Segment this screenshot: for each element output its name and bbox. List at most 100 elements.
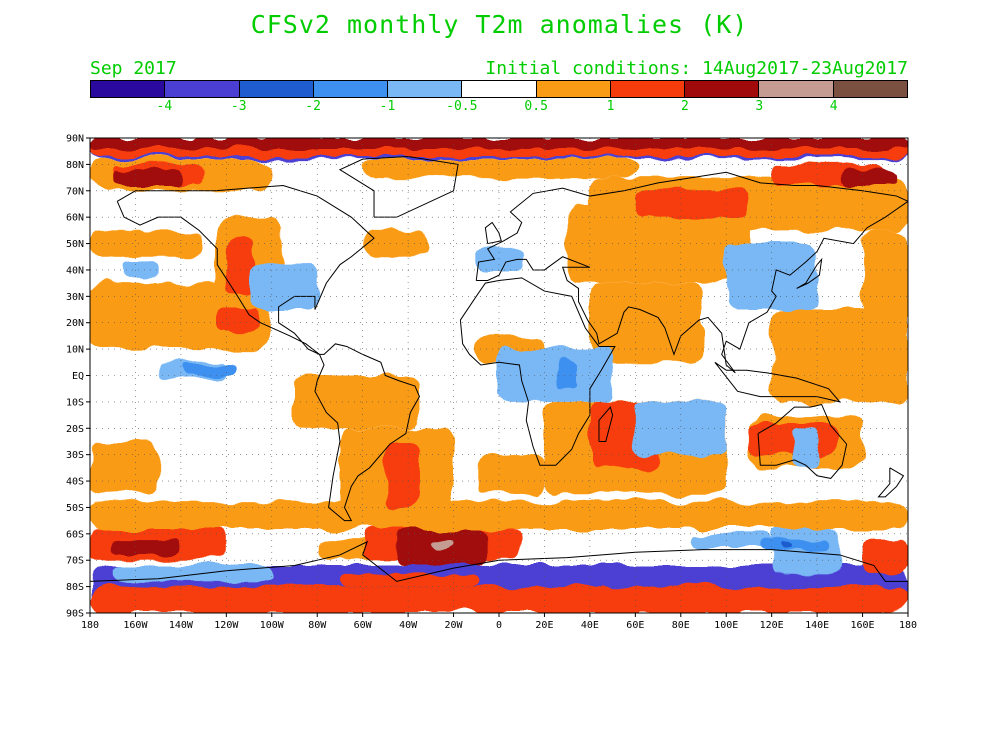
axis-ticks: 90N 80N 70N 60N 50N 40N 30N 20N 10N EQ 10S 20S 30S 40… xyxy=(66,134,917,632)
anomaly-region xyxy=(226,238,254,297)
anomaly-region xyxy=(112,169,181,186)
lon-tick-label: 40E xyxy=(581,620,599,631)
anomaly-region xyxy=(783,541,795,548)
color-legend-label: -2 xyxy=(305,99,321,114)
color-legend-swatch xyxy=(685,81,760,97)
lon-tick-label: 100W xyxy=(260,620,285,631)
lon-tick-label: 40W xyxy=(399,620,418,631)
color-legend-swatch xyxy=(313,81,389,97)
anomaly-region xyxy=(112,565,272,582)
lat-tick-label: 10N xyxy=(66,345,84,356)
anomaly-region xyxy=(294,375,420,429)
lat-tick-label: 60S xyxy=(66,529,84,540)
coastline xyxy=(459,277,616,466)
color-legend-label: 1 xyxy=(606,99,615,114)
lon-tick-label: 120E xyxy=(760,620,784,631)
lat-tick-label: 80N xyxy=(66,160,84,171)
color-legend-swatch xyxy=(165,81,240,97)
anomaly-region xyxy=(90,283,272,350)
coastline xyxy=(484,221,502,245)
coastline xyxy=(116,184,375,355)
lat-tick-label: 80S xyxy=(66,582,84,593)
lat-tick-label: 20N xyxy=(66,318,84,329)
anomaly-region xyxy=(339,573,477,587)
color-legend-swatch xyxy=(462,81,537,97)
color-legend xyxy=(90,80,908,98)
lat-tick-label: 20S xyxy=(66,424,84,435)
lat-tick-label: 70N xyxy=(66,186,84,197)
anomaly-region xyxy=(839,169,897,186)
color-legend-label: -4 xyxy=(156,99,173,114)
anomaly-region xyxy=(90,230,204,257)
lon-tick-label: 20E xyxy=(535,620,553,631)
anomaly-region xyxy=(862,230,908,402)
lon-tick-label: 140E xyxy=(805,620,829,631)
color-legend-label: 3 xyxy=(755,99,764,114)
coastline xyxy=(757,403,848,479)
coastline xyxy=(314,343,421,522)
lon-tick-label: 60E xyxy=(626,620,644,631)
anomaly-region xyxy=(567,203,749,284)
lon-tick-label: 0 xyxy=(496,620,502,631)
color-legend-swatch xyxy=(91,81,166,97)
color-legend-label: 0.5 xyxy=(524,99,548,114)
anomaly-region xyxy=(112,539,181,555)
lon-tick-label: 140W xyxy=(169,620,194,631)
anomaly-fields xyxy=(90,138,908,613)
color-legend-swatch xyxy=(239,81,314,97)
anomaly-region xyxy=(124,262,159,278)
anomaly-region xyxy=(692,533,772,548)
anomaly-region xyxy=(794,428,818,468)
anomaly-region xyxy=(90,441,159,495)
lat-tick-label: 40N xyxy=(66,265,84,276)
lat-tick-label: 50S xyxy=(66,503,84,514)
anomaly-region xyxy=(90,138,908,149)
lat-tick-label: 30S xyxy=(66,450,84,461)
anomaly-region xyxy=(249,264,318,310)
map-title: CFSv2 monthly T2m anomalies (K) xyxy=(250,10,749,39)
lon-tick-label: 180 xyxy=(81,620,99,631)
anomaly-region xyxy=(555,362,579,389)
anomaly-region xyxy=(476,248,522,270)
anomaly-region xyxy=(476,454,545,495)
anomaly-region xyxy=(180,364,238,376)
lon-tick-label: 100E xyxy=(714,620,738,631)
coastline xyxy=(796,257,823,289)
coastline xyxy=(598,406,614,442)
initial-conditions: Initial conditions: 14Aug2017-23Aug2017 xyxy=(485,58,908,79)
color-legend-label: -3 xyxy=(230,99,247,114)
color-legend-label: 4 xyxy=(829,99,838,114)
lon-tick-label: 160W xyxy=(123,620,148,631)
lon-tick-label: 60W xyxy=(354,620,373,631)
anomaly-region xyxy=(430,539,454,550)
anomaly-region xyxy=(635,190,749,218)
gridlines xyxy=(90,138,908,613)
anomaly-region xyxy=(760,539,829,550)
lat-tick-label: 10S xyxy=(66,397,84,408)
lat-tick-label: 50N xyxy=(66,239,84,250)
lon-tick-label: 80W xyxy=(308,620,327,631)
color-legend-swatch xyxy=(833,81,907,97)
valid-month: Sep 2017 xyxy=(90,58,177,79)
lat-tick-label: 90N xyxy=(66,134,84,145)
anomaly-region xyxy=(90,502,908,529)
lon-tick-label: 80E xyxy=(672,620,690,631)
anomaly-region xyxy=(862,539,908,574)
anomaly-region xyxy=(385,441,420,508)
lon-tick-label: 120W xyxy=(214,620,239,631)
color-legend-swatch xyxy=(759,81,834,97)
anomaly-region xyxy=(589,283,704,363)
coastline xyxy=(714,361,842,403)
coastlines xyxy=(90,155,908,582)
color-legend-label: -0.5 xyxy=(446,99,478,114)
coastline xyxy=(877,467,905,498)
lat-tick-label: 40S xyxy=(66,477,84,488)
lon-tick-label: 160E xyxy=(851,620,875,631)
lat-tick-label: 90S xyxy=(66,609,84,620)
color-legend-label: 2 xyxy=(680,99,689,114)
anomaly-region xyxy=(214,309,261,331)
color-legend-swatch xyxy=(536,81,611,97)
lon-tick-label: 20W xyxy=(445,620,464,631)
coastline xyxy=(475,171,908,374)
